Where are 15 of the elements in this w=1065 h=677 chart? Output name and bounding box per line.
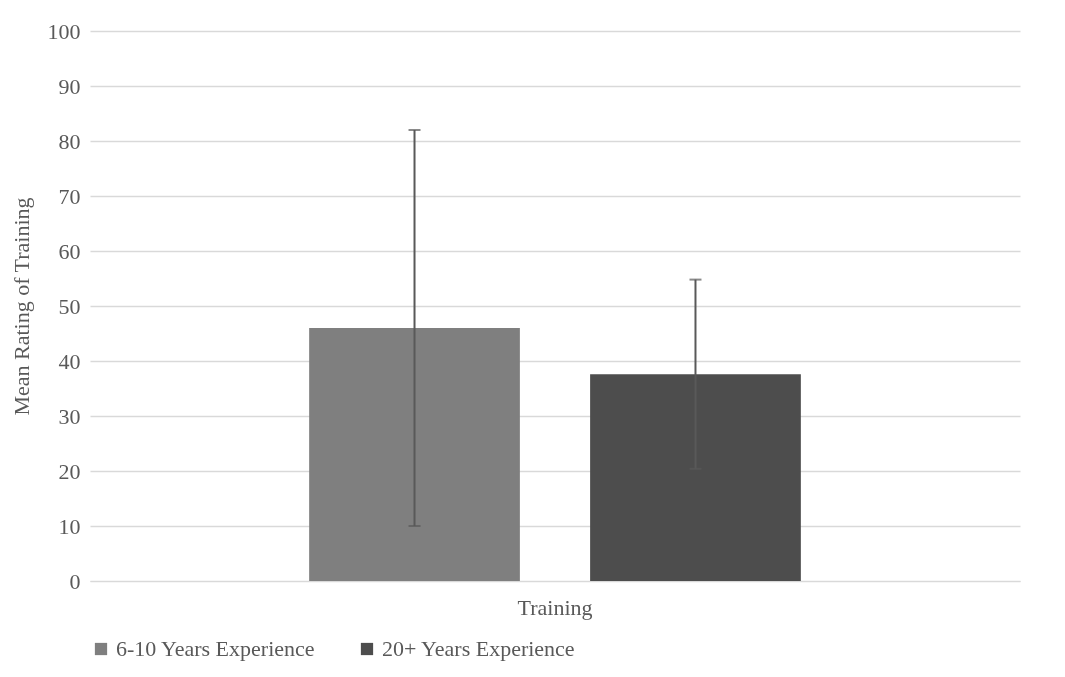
y-tick-label: 60	[58, 238, 81, 264]
y-tick-label: 20	[58, 458, 81, 484]
legend-label: 20+ Years Experience	[382, 636, 575, 661]
y-tick-label: 70	[58, 183, 81, 209]
y-tick-label: 90	[58, 73, 81, 99]
y-tick-label: 10	[58, 513, 81, 539]
y-tick-label: 80	[58, 128, 81, 154]
y-tick-label: 30	[58, 403, 81, 429]
y-tick-label: 50	[58, 293, 81, 319]
y-tick-label: 40	[58, 348, 81, 374]
y-axis-title: Mean Rating of Training	[8, 197, 34, 416]
x-tick-label: Training	[517, 594, 593, 620]
y-tick-label: 100	[47, 18, 81, 44]
y-tick-label: 0	[69, 568, 81, 594]
legend-label: 6-10 Years Experience	[116, 636, 315, 661]
